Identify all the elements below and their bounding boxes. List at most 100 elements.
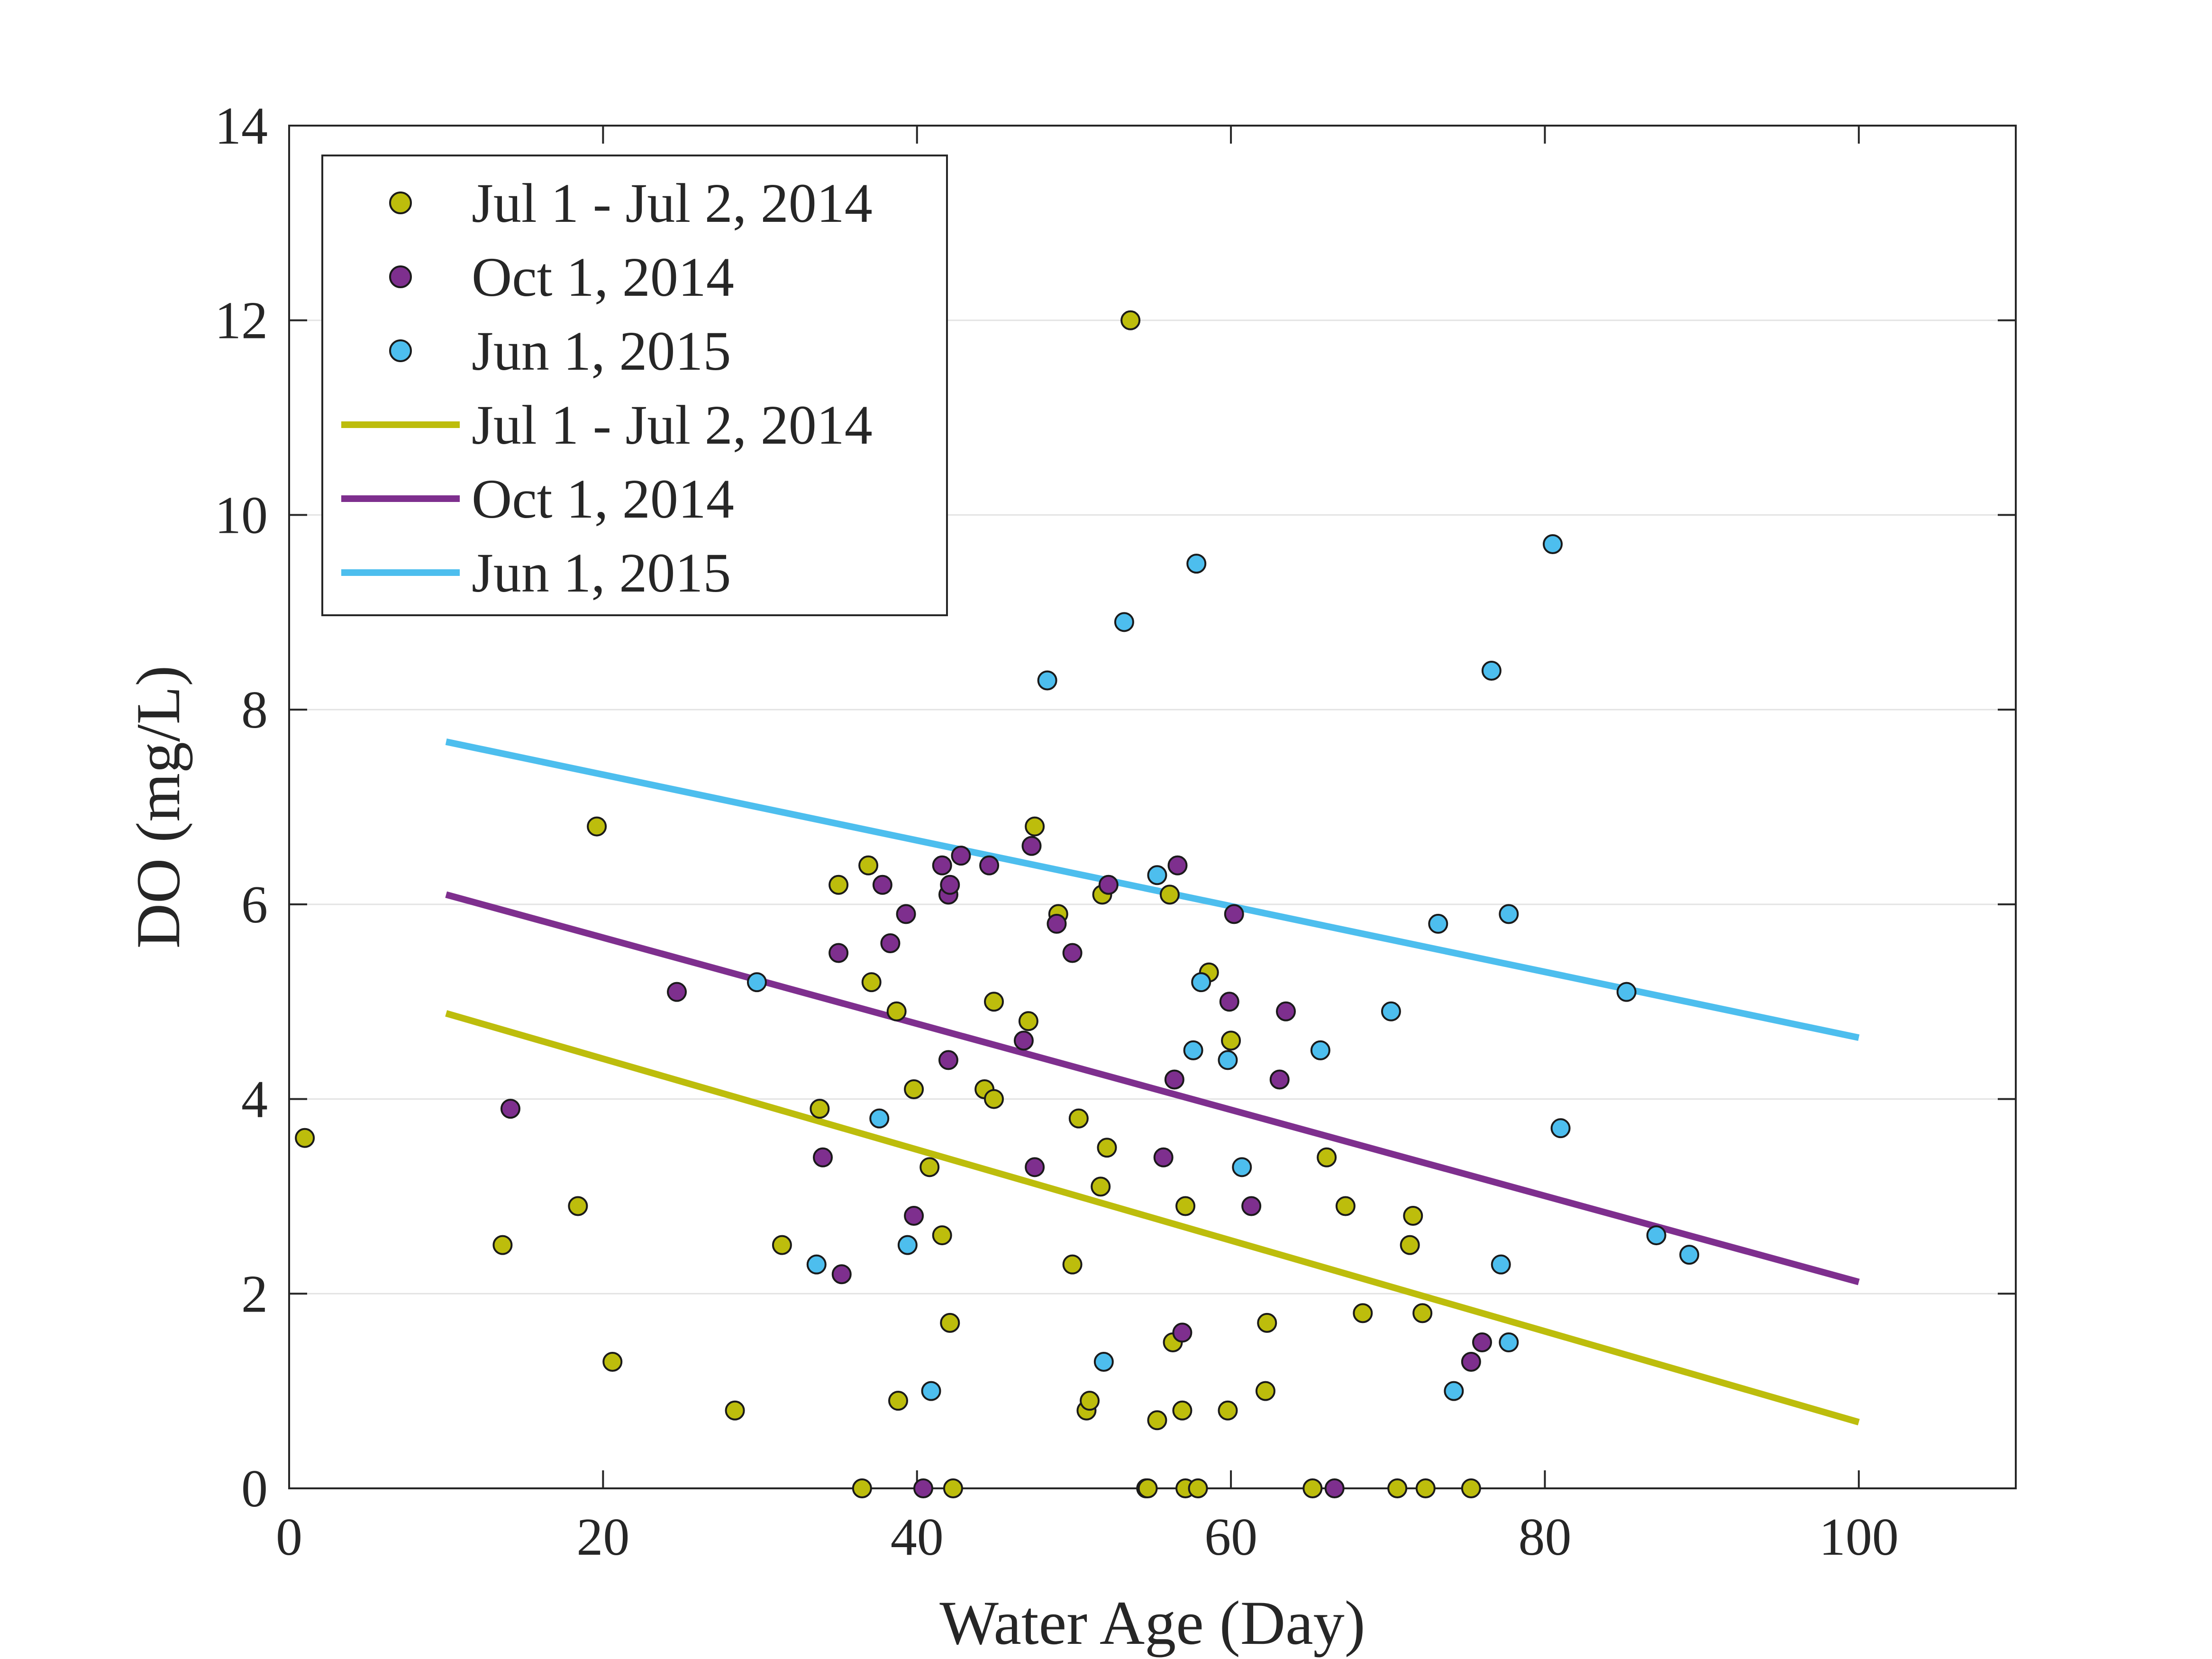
legend-box xyxy=(321,155,948,616)
data-point xyxy=(1224,904,1244,924)
data-point xyxy=(1461,1352,1481,1372)
data-point xyxy=(938,1050,958,1070)
data-point xyxy=(1415,1478,1436,1498)
data-point xyxy=(1324,1478,1345,1498)
legend-label: Oct 1, 2014 xyxy=(472,246,734,308)
data-point xyxy=(1221,1030,1241,1051)
data-point xyxy=(1186,554,1207,574)
data-point xyxy=(886,1001,907,1021)
y-tick-label: 6 xyxy=(241,875,268,934)
data-point xyxy=(1646,1225,1666,1246)
data-point xyxy=(1276,1001,1296,1021)
data-point xyxy=(1147,1410,1167,1431)
y-axis-label: DO (mg/L) xyxy=(123,665,193,949)
data-point xyxy=(1097,1138,1117,1158)
data-point xyxy=(984,992,1004,1012)
data-point xyxy=(913,1478,933,1498)
data-point xyxy=(1114,612,1134,632)
data-point xyxy=(1068,1108,1089,1129)
legend-marker-swatch xyxy=(389,265,412,288)
axis-ticks: 0 20 40 60 80 100 0 2 4 6 8 10 12 14 xyxy=(215,97,2016,1567)
y-tick-label: 14 xyxy=(215,97,268,155)
data-point xyxy=(1091,1176,1111,1197)
legend-marker-swatch xyxy=(389,191,412,214)
data-point xyxy=(295,1128,315,1148)
y-tick-label: 8 xyxy=(241,681,268,739)
data-point xyxy=(1188,1478,1208,1498)
data-point xyxy=(897,1235,918,1255)
data-point xyxy=(1481,661,1502,681)
legend: Jul 1 - Jul 2, 2014 Oct 1, 2014 Jun 1, 201… xyxy=(321,155,948,616)
data-point xyxy=(725,1400,745,1421)
x-tick-label: 60 xyxy=(1204,1508,1257,1567)
data-point xyxy=(813,1147,833,1167)
data-point xyxy=(1232,1157,1252,1177)
y-tick-label: 10 xyxy=(215,486,268,545)
data-point xyxy=(1472,1332,1492,1352)
data-point xyxy=(828,875,849,895)
data-point xyxy=(1543,534,1563,555)
x-axis-label: Water Age (Day) xyxy=(939,1588,1365,1658)
data-point xyxy=(602,1352,623,1372)
data-point xyxy=(1444,1381,1464,1401)
data-point xyxy=(772,1235,792,1255)
data-point xyxy=(1147,865,1167,885)
data-point xyxy=(940,875,960,895)
data-point xyxy=(1269,1069,1290,1090)
x-tick-label: 20 xyxy=(576,1508,629,1567)
legend-label: Jul 1 - Jul 2, 2014 xyxy=(472,394,873,456)
legend-label: Jul 1 - Jul 2, 2014 xyxy=(472,172,873,234)
data-point xyxy=(869,1108,890,1129)
legend-marker-swatch xyxy=(389,339,412,362)
data-point xyxy=(1461,1478,1481,1498)
data-point xyxy=(1255,1381,1275,1401)
data-point xyxy=(667,982,687,1002)
data-point xyxy=(1335,1196,1356,1216)
data-point xyxy=(1616,982,1637,1002)
data-point xyxy=(1047,913,1067,934)
y-tick-label: 2 xyxy=(241,1265,268,1323)
data-point xyxy=(984,1089,1004,1109)
data-point xyxy=(1499,1332,1519,1352)
data-point xyxy=(979,855,1000,875)
data-point xyxy=(568,1196,588,1216)
data-point xyxy=(1120,310,1141,330)
data-point xyxy=(1381,1001,1401,1021)
data-point xyxy=(1153,1147,1174,1167)
x-tick-label: 80 xyxy=(1518,1508,1571,1567)
data-point xyxy=(1025,1157,1045,1177)
data-point xyxy=(828,943,849,963)
data-point xyxy=(919,1157,940,1177)
data-point xyxy=(888,1391,908,1411)
data-point xyxy=(1062,943,1083,963)
data-point xyxy=(852,1478,872,1498)
y-tick-label: 4 xyxy=(241,1070,268,1129)
data-point xyxy=(872,875,892,895)
data-point xyxy=(500,1099,520,1119)
data-point xyxy=(921,1381,941,1401)
data-point xyxy=(1241,1196,1262,1216)
legend-label: Oct 1, 2014 xyxy=(472,468,734,530)
y-tick-label: 0 xyxy=(241,1459,268,1518)
legend-label: Jun 1, 2015 xyxy=(472,542,731,604)
data-point xyxy=(1080,1391,1100,1411)
data-point xyxy=(1167,855,1188,875)
data-point xyxy=(1491,1254,1511,1275)
data-point xyxy=(1013,1030,1034,1051)
data-point xyxy=(861,972,882,993)
x-tick-label: 40 xyxy=(891,1508,944,1567)
data-point xyxy=(943,1478,963,1498)
grid-lines xyxy=(289,319,2016,1294)
data-point xyxy=(1310,1040,1330,1060)
data-point xyxy=(1428,913,1448,934)
data-point xyxy=(880,933,901,953)
data-point xyxy=(1550,1118,1571,1139)
data-point xyxy=(1093,1352,1114,1372)
scatter-points xyxy=(295,310,1700,1498)
regression-line xyxy=(445,891,1860,1285)
data-point xyxy=(951,846,971,866)
data-point xyxy=(1317,1147,1337,1167)
data-point xyxy=(1175,1196,1196,1216)
data-point xyxy=(1164,1069,1184,1090)
